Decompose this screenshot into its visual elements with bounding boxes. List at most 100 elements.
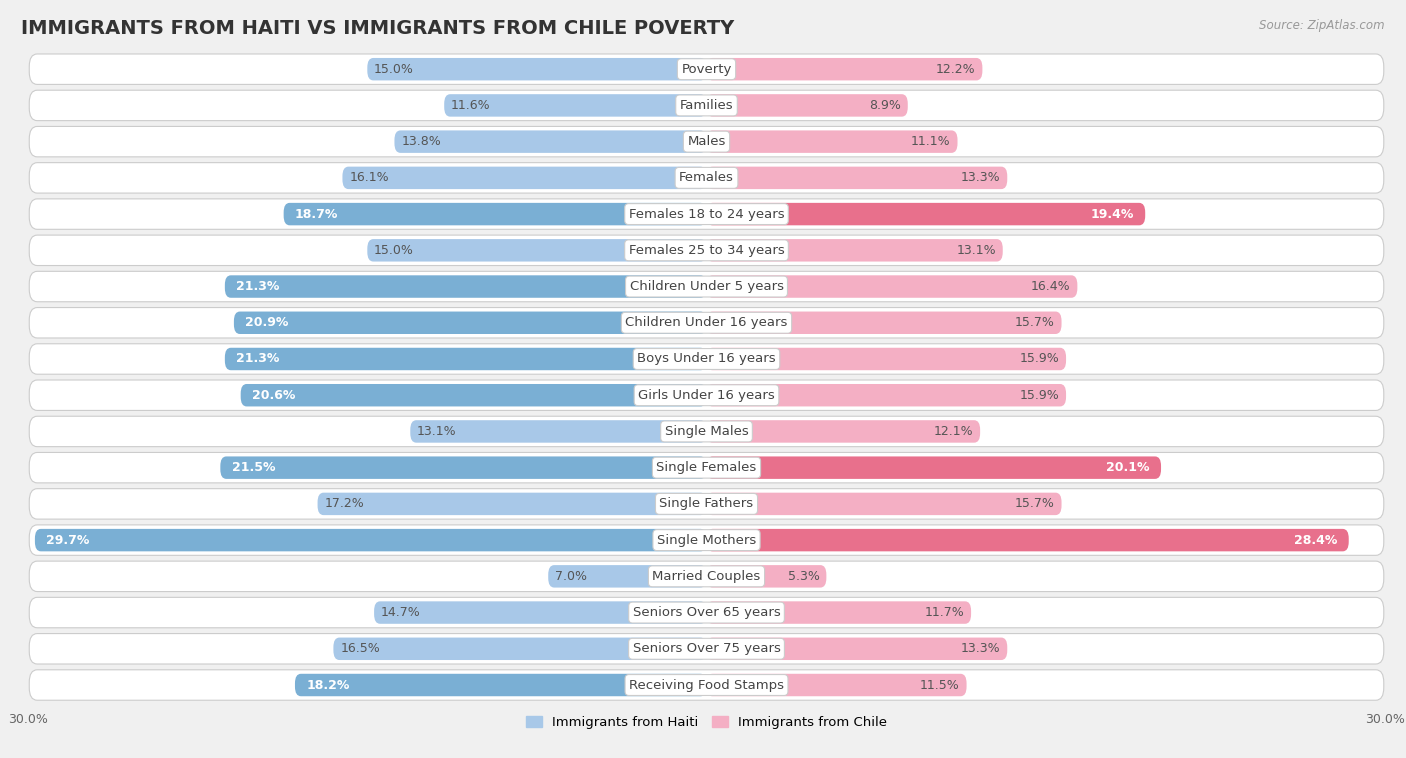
FancyBboxPatch shape [30,54,1384,84]
FancyBboxPatch shape [707,456,1161,479]
Text: Single Fathers: Single Fathers [659,497,754,510]
FancyBboxPatch shape [707,275,1077,298]
Text: 12.1%: 12.1% [934,425,973,438]
FancyBboxPatch shape [707,420,980,443]
Text: 11.1%: 11.1% [911,135,950,148]
FancyBboxPatch shape [233,312,707,334]
FancyBboxPatch shape [225,348,707,370]
Text: Females: Females [679,171,734,184]
FancyBboxPatch shape [30,416,1384,446]
Text: 28.4%: 28.4% [1294,534,1337,547]
FancyBboxPatch shape [30,525,1384,556]
FancyBboxPatch shape [318,493,707,515]
Text: 18.7%: 18.7% [295,208,339,221]
Text: Girls Under 16 years: Girls Under 16 years [638,389,775,402]
Text: 29.7%: 29.7% [46,534,90,547]
FancyBboxPatch shape [333,637,707,660]
Text: 16.5%: 16.5% [340,642,380,656]
Text: Females 25 to 34 years: Females 25 to 34 years [628,244,785,257]
Text: 17.2%: 17.2% [325,497,364,510]
Text: 15.0%: 15.0% [374,63,413,76]
FancyBboxPatch shape [707,348,1066,370]
Text: 11.6%: 11.6% [451,99,491,112]
Text: Seniors Over 65 years: Seniors Over 65 years [633,606,780,619]
Text: 21.5%: 21.5% [232,461,276,475]
FancyBboxPatch shape [30,380,1384,410]
Text: 18.2%: 18.2% [307,678,350,691]
FancyBboxPatch shape [707,493,1062,515]
Text: Receiving Food Stamps: Receiving Food Stamps [628,678,785,691]
FancyBboxPatch shape [30,308,1384,338]
FancyBboxPatch shape [30,127,1384,157]
FancyBboxPatch shape [367,239,707,262]
FancyBboxPatch shape [30,344,1384,374]
FancyBboxPatch shape [411,420,707,443]
Text: Females 18 to 24 years: Females 18 to 24 years [628,208,785,221]
Text: 16.4%: 16.4% [1031,280,1070,293]
FancyBboxPatch shape [707,167,1007,189]
Text: 20.9%: 20.9% [245,316,288,329]
Text: 13.1%: 13.1% [418,425,457,438]
FancyBboxPatch shape [343,167,707,189]
FancyBboxPatch shape [30,634,1384,664]
Text: 13.3%: 13.3% [960,642,1001,656]
Text: 5.3%: 5.3% [787,570,820,583]
FancyBboxPatch shape [707,58,983,80]
FancyBboxPatch shape [225,275,707,298]
Text: 15.7%: 15.7% [1015,497,1054,510]
FancyBboxPatch shape [30,271,1384,302]
Text: 7.0%: 7.0% [555,570,588,583]
Text: 15.9%: 15.9% [1019,389,1059,402]
FancyBboxPatch shape [707,94,908,117]
Text: Families: Families [679,99,734,112]
Legend: Immigrants from Haiti, Immigrants from Chile: Immigrants from Haiti, Immigrants from C… [520,711,893,735]
FancyBboxPatch shape [221,456,707,479]
Text: 16.1%: 16.1% [349,171,389,184]
Text: 11.5%: 11.5% [920,678,960,691]
Text: 11.7%: 11.7% [925,606,965,619]
FancyBboxPatch shape [707,203,1146,225]
FancyBboxPatch shape [30,199,1384,230]
Text: Boys Under 16 years: Boys Under 16 years [637,352,776,365]
FancyBboxPatch shape [284,203,707,225]
FancyBboxPatch shape [30,90,1384,121]
Text: 13.3%: 13.3% [960,171,1001,184]
Text: Seniors Over 75 years: Seniors Over 75 years [633,642,780,656]
FancyBboxPatch shape [30,597,1384,628]
FancyBboxPatch shape [444,94,707,117]
Text: Children Under 16 years: Children Under 16 years [626,316,787,329]
Text: 19.4%: 19.4% [1091,208,1133,221]
FancyBboxPatch shape [707,637,1007,660]
Text: 12.2%: 12.2% [936,63,976,76]
Text: Married Couples: Married Couples [652,570,761,583]
Text: Single Mothers: Single Mothers [657,534,756,547]
FancyBboxPatch shape [707,674,966,697]
Text: 20.6%: 20.6% [252,389,295,402]
FancyBboxPatch shape [30,670,1384,700]
FancyBboxPatch shape [395,130,707,153]
FancyBboxPatch shape [707,565,827,587]
Text: 20.1%: 20.1% [1107,461,1150,475]
Text: 21.3%: 21.3% [236,280,280,293]
FancyBboxPatch shape [707,601,972,624]
Text: Single Males: Single Males [665,425,748,438]
FancyBboxPatch shape [30,489,1384,519]
Text: Source: ZipAtlas.com: Source: ZipAtlas.com [1260,19,1385,32]
Text: 14.7%: 14.7% [381,606,420,619]
Text: Poverty: Poverty [682,63,731,76]
Text: 8.9%: 8.9% [869,99,901,112]
FancyBboxPatch shape [374,601,707,624]
Text: Single Females: Single Females [657,461,756,475]
FancyBboxPatch shape [707,239,1002,262]
FancyBboxPatch shape [30,235,1384,265]
Text: Males: Males [688,135,725,148]
FancyBboxPatch shape [295,674,707,697]
FancyBboxPatch shape [30,561,1384,591]
Text: 15.7%: 15.7% [1015,316,1054,329]
Text: 15.9%: 15.9% [1019,352,1059,365]
FancyBboxPatch shape [30,453,1384,483]
Text: 21.3%: 21.3% [236,352,280,365]
Text: 13.8%: 13.8% [401,135,441,148]
FancyBboxPatch shape [707,130,957,153]
FancyBboxPatch shape [707,312,1062,334]
